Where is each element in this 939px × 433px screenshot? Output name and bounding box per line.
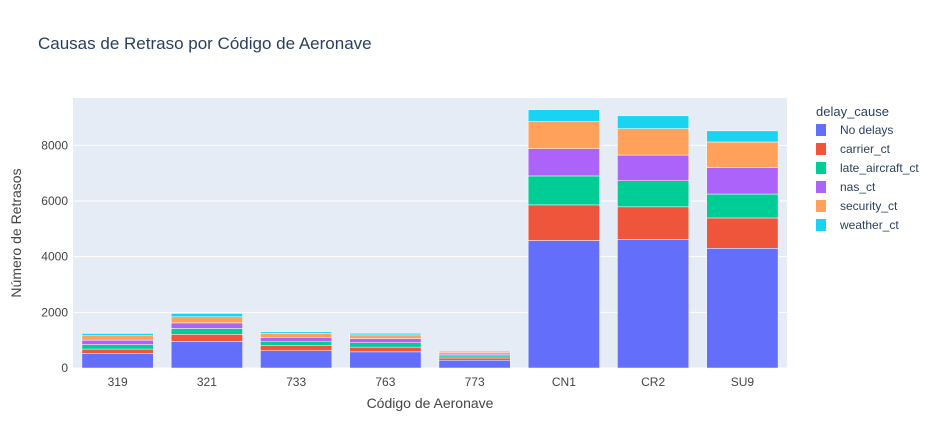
x-tick-label: 319 <box>108 375 128 389</box>
bar-segment-security-ct[interactable] <box>438 352 511 355</box>
legend-swatch[interactable] <box>816 143 826 155</box>
legend-title: delay_cause <box>816 104 889 119</box>
bar-segment-late-aircraft-ct[interactable] <box>527 175 600 206</box>
bar-segment-security-ct[interactable] <box>260 333 333 338</box>
chart-title: Causas de Retraso por Código de Aeronave <box>38 34 372 53</box>
bar-segment-weather-ct[interactable] <box>170 313 243 318</box>
x-tick-label: SU9 <box>731 375 755 389</box>
legend-item-label[interactable]: No delays <box>840 123 893 137</box>
bar-segment-carrier-ct[interactable] <box>617 206 690 240</box>
bar-segment-carrier-ct[interactable] <box>349 346 422 353</box>
legend-item-label[interactable]: weather_ct <box>839 218 899 232</box>
bar-segment-nas-ct[interactable] <box>349 338 422 343</box>
bar-segment-no-delays[interactable] <box>527 240 600 369</box>
bar-segment-no-delays[interactable] <box>617 239 690 369</box>
legend-swatch[interactable] <box>816 124 826 136</box>
y-tick-label: 4000 <box>41 250 68 264</box>
bar-segment-no-delays[interactable] <box>170 341 243 369</box>
legend-item-label[interactable]: security_ct <box>840 199 898 213</box>
bar-segment-nas-ct[interactable] <box>81 339 154 345</box>
legend-swatch[interactable] <box>816 200 826 212</box>
bar-segment-nas-ct[interactable] <box>260 337 333 342</box>
bar-segment-weather-ct[interactable] <box>706 130 779 143</box>
bar-segment-late-aircraft-ct[interactable] <box>349 342 422 348</box>
bar-segment-nas-ct[interactable] <box>706 167 779 195</box>
x-tick-label: 763 <box>375 375 395 389</box>
bar-segment-late-aircraft-ct[interactable] <box>81 344 154 350</box>
bar-segment-security-ct[interactable] <box>706 141 779 168</box>
bar-segment-carrier-ct[interactable] <box>81 348 154 354</box>
x-tick-label: CN1 <box>552 375 576 389</box>
bar-segment-late-aircraft-ct[interactable] <box>706 193 779 219</box>
bar-segment-nas-ct[interactable] <box>617 154 690 181</box>
y-axis-title: Número de Retrasos <box>8 168 24 297</box>
bar-segment-carrier-ct[interactable] <box>170 334 243 342</box>
bar-segment-late-aircraft-ct[interactable] <box>260 341 333 346</box>
x-tick-label: 773 <box>465 375 485 389</box>
y-tick-label: 6000 <box>41 194 68 208</box>
legend-swatch[interactable] <box>816 181 826 193</box>
bar-segment-no-delays[interactable] <box>349 351 422 369</box>
bar-segment-no-delays[interactable] <box>260 350 333 369</box>
legend[interactable]: delay_cause No delays carrier_ct late_airc… <box>816 104 919 232</box>
bar-segment-weather-ct[interactable] <box>81 333 154 336</box>
x-axis-ticks: 319 321 733 763 773 CN1 CR2 SU9 <box>108 375 755 389</box>
y-tick-label: 2000 <box>41 305 68 319</box>
bar-segment-security-ct[interactable] <box>527 121 600 149</box>
bar-segment-weather-ct[interactable] <box>617 115 690 129</box>
x-tick-label: CR2 <box>641 375 665 389</box>
bar-segment-security-ct[interactable] <box>349 334 422 339</box>
bar-segment-no-delays[interactable] <box>438 359 511 369</box>
y-tick-label: 8000 <box>41 138 68 152</box>
bar-segment-carrier-ct[interactable] <box>438 357 511 361</box>
bar-segment-no-delays[interactable] <box>706 248 779 369</box>
bar-segment-carrier-ct[interactable] <box>260 345 333 351</box>
bar-segment-nas-ct[interactable] <box>527 148 600 177</box>
legend-item-label[interactable]: late_aircraft_ct <box>840 161 919 175</box>
bars-group <box>81 109 779 369</box>
bar-segment-late-aircraft-ct[interactable] <box>170 328 243 335</box>
legend-item-label[interactable]: carrier_ct <box>840 142 891 156</box>
bar-segment-security-ct[interactable] <box>170 316 243 324</box>
y-axis-ticks: 0 2000 4000 6000 8000 <box>41 138 68 375</box>
bar-segment-nas-ct[interactable] <box>170 322 243 329</box>
bar-segment-late-aircraft-ct[interactable] <box>617 180 690 208</box>
bar-segment-security-ct[interactable] <box>81 335 154 341</box>
x-tick-label: 733 <box>286 375 306 389</box>
y-tick-label: 0 <box>61 361 68 375</box>
bar-segment-weather-ct[interactable] <box>260 331 333 334</box>
legend-swatch[interactable] <box>816 162 826 174</box>
legend-item-label[interactable]: nas_ct <box>840 180 876 194</box>
bar-segment-no-delays[interactable] <box>81 353 154 369</box>
bar-segment-nas-ct[interactable] <box>438 353 511 357</box>
bar-segment-weather-ct[interactable] <box>527 109 600 122</box>
bar-segment-weather-ct[interactable] <box>349 332 422 336</box>
bar-segment-carrier-ct[interactable] <box>706 217 779 249</box>
bar-segment-security-ct[interactable] <box>617 128 690 156</box>
bar-segment-late-aircraft-ct[interactable] <box>438 355 511 359</box>
x-tick-label: 321 <box>197 375 217 389</box>
x-axis-title: Código de Aeronave <box>367 395 494 411</box>
bar-segment-carrier-ct[interactable] <box>527 204 600 241</box>
legend-swatch[interactable] <box>816 219 826 231</box>
bar-segment-weather-ct[interactable] <box>438 351 511 353</box>
